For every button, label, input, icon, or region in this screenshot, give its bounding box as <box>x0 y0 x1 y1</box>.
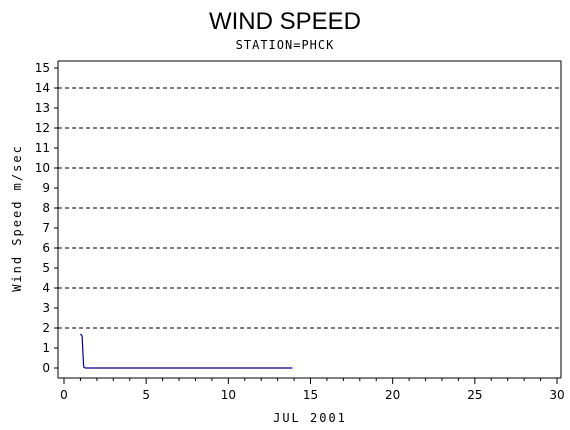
y-tick-label-12: 12 <box>35 121 50 135</box>
x-tick-label-5: 5 <box>142 388 150 402</box>
y-tick-label-0: 0 <box>42 361 50 375</box>
x-tick-label-10: 10 <box>221 388 236 402</box>
x-tick-label-0: 0 <box>60 388 68 402</box>
y-tick-label-1: 1 <box>42 341 50 355</box>
y-tick-label-13: 13 <box>35 101 50 115</box>
y-axis-label: Wind Speed m/sec <box>10 144 24 292</box>
x-tick-label-30: 30 <box>549 388 564 402</box>
y-tick-label-15: 15 <box>35 61 50 75</box>
y-tick-label-14: 14 <box>35 81 50 95</box>
y-tick-label-4: 4 <box>42 281 50 295</box>
y-tick-label-3: 3 <box>42 301 50 315</box>
y-tick-label-7: 7 <box>42 221 50 235</box>
series-line-0 <box>79 333 293 369</box>
y-tick-label-8: 8 <box>42 201 50 215</box>
y-tick-label-5: 5 <box>42 261 50 275</box>
y-tick-label-9: 9 <box>42 181 50 195</box>
x-tick-label-15: 15 <box>303 388 318 402</box>
chart-subtitle: STATION=PHCK <box>236 38 335 52</box>
y-tick-label-11: 11 <box>35 141 50 155</box>
x-axis-label: JUL 2001 <box>273 411 347 425</box>
chart-title: WIND SPEED <box>209 8 361 35</box>
y-tick-label-2: 2 <box>42 321 50 335</box>
x-tick-label-20: 20 <box>385 388 400 402</box>
series-layer <box>79 333 293 369</box>
grid-lines <box>58 87 561 329</box>
y-tick-label-6: 6 <box>42 241 50 255</box>
x-tick-label-25: 25 <box>467 388 482 402</box>
y-tick-label-10: 10 <box>35 161 50 175</box>
